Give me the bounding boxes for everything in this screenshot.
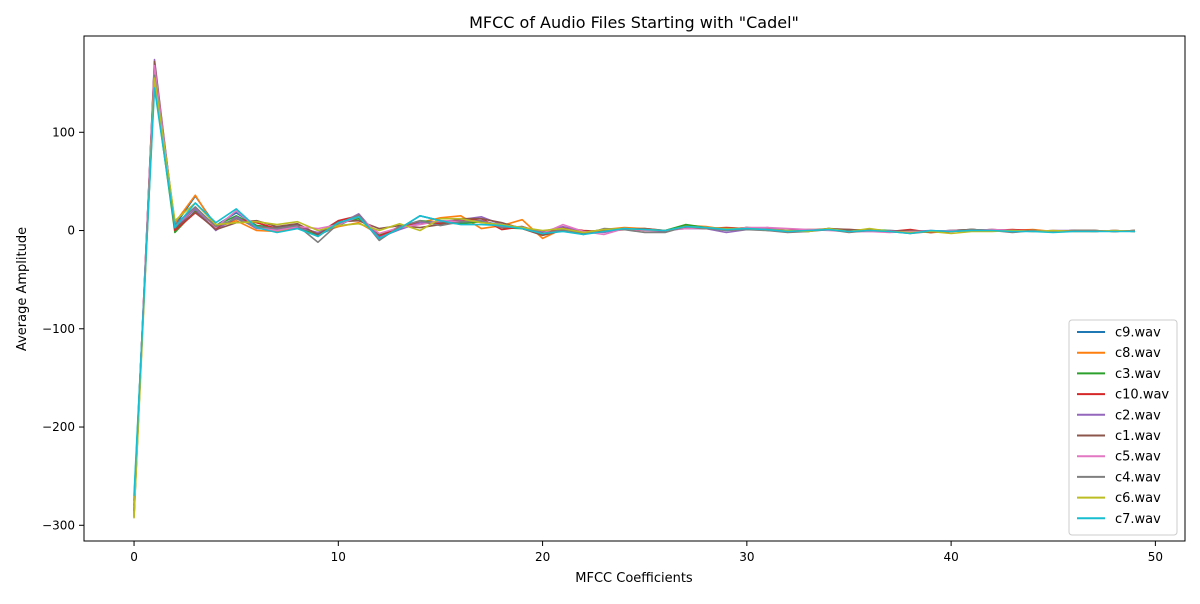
legend-entry-label: c10.wav xyxy=(1115,388,1169,403)
legend-entry-label: c7.wav xyxy=(1115,512,1161,527)
x-tick-label: 20 xyxy=(535,550,550,564)
legend-entry-label: c8.wav xyxy=(1115,346,1161,361)
y-tick-label: −100 xyxy=(42,322,75,336)
y-tick-label: −300 xyxy=(42,518,75,532)
legend-entry-label: c2.wav xyxy=(1115,408,1161,423)
y-tick-label: 0 xyxy=(67,224,75,238)
series-line-c1-wav xyxy=(133,60,1136,518)
series-line-c4-wav xyxy=(133,74,1136,512)
x-tick-label: 30 xyxy=(739,550,754,564)
series-lines xyxy=(133,58,1136,519)
legend-entry-label: c6.wav xyxy=(1115,491,1161,506)
chart-title: MFCC of Audio Files Starting with "Cadel… xyxy=(469,13,799,32)
series-line-c6-wav xyxy=(133,77,1136,519)
y-axis-label: Average Amplitude xyxy=(15,227,30,351)
legend-entry-label: c4.wav xyxy=(1115,470,1161,485)
y-tick-label: 100 xyxy=(52,125,75,139)
series-line-c5-wav xyxy=(133,64,1136,509)
series-line-c7-wav xyxy=(133,87,1135,496)
legend-entry-label: c5.wav xyxy=(1115,450,1161,465)
legend-entry-label: c9.wav xyxy=(1115,326,1161,341)
x-axis-label: MFCC Coefficients xyxy=(575,571,693,586)
series-line-c10-wav xyxy=(133,62,1136,511)
x-tick-label: 0 xyxy=(130,550,138,564)
y-axis-ticks: −300 −200 −100 0 100 xyxy=(42,125,84,532)
axes-frame xyxy=(83,35,1186,542)
y-tick-label: −200 xyxy=(42,420,75,434)
series-line-c9-wav xyxy=(133,72,1136,506)
legend-entry-label: c1.wav xyxy=(1115,429,1161,444)
legend-entry-label: c3.wav xyxy=(1115,367,1161,382)
x-axis-ticks: 0 10 20 30 40 50 xyxy=(130,541,1163,564)
series-line-c3-wav xyxy=(133,82,1136,501)
series-line-c2-wav xyxy=(133,58,1136,514)
x-tick-label: 50 xyxy=(1148,550,1163,564)
series-line-c8-wav xyxy=(133,67,1136,516)
legend: c9.wav c8.wav c3.wav c10.wav c2.wav c1.wav c5.… xyxy=(1068,319,1178,536)
x-tick-label: 40 xyxy=(943,550,958,564)
x-tick-label: 10 xyxy=(331,550,346,564)
